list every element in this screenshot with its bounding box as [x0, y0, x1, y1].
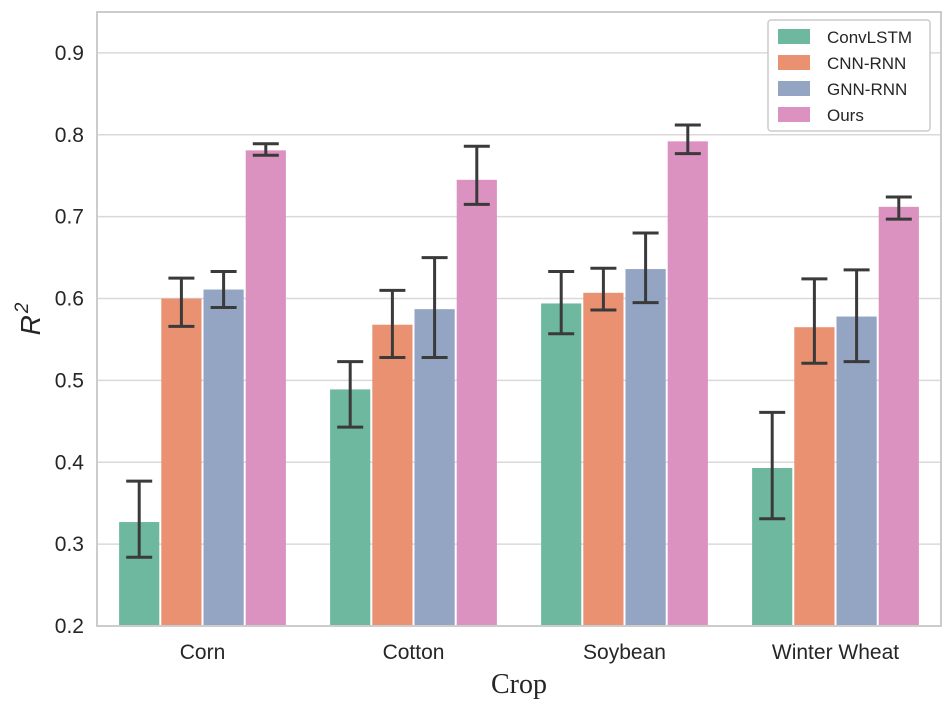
x-axis-label: Crop: [491, 669, 547, 700]
bars: [119, 141, 919, 627]
y-axis-label-superscript: 2: [12, 302, 33, 314]
bar-gnn-rnn-winter-wheat: [836, 316, 877, 626]
bar-ours-soybean: [667, 141, 708, 626]
bar-convlstm-cotton: [330, 389, 371, 626]
y-axis-label-base: R: [15, 315, 46, 335]
y-tick-label: 0.5: [55, 369, 84, 392]
legend-swatch-gnn-rnn: [778, 81, 810, 96]
legend-label-cnn-rnn: CNN-RNN: [827, 54, 906, 73]
y-tick-label: 0.2: [55, 615, 84, 638]
bar-gnn-rnn-soybean: [625, 269, 666, 626]
bar-gnn-rnn-corn: [203, 289, 244, 626]
error-bars: [126, 123, 912, 559]
legend-swatch-ours: [778, 107, 810, 122]
x-tick-label: Winter Wheat: [772, 641, 899, 664]
legend-box: [767, 19, 931, 132]
y-tick-label: 0.9: [55, 42, 84, 65]
legend-label-convlstm: ConvLSTM: [827, 28, 912, 47]
bar-ours-cotton: [456, 179, 497, 626]
legend: ConvLSTM CNN-RNN GNN-RNN Ours: [767, 19, 931, 132]
bar-cnn-rnn-soybean: [583, 292, 624, 626]
bar-ours-corn: [245, 150, 286, 626]
legend-label-gnn-rnn: GNN-RNN: [827, 80, 907, 99]
plot-frame: [96, 11, 942, 627]
bar-cnn-rnn-corn: [161, 298, 202, 626]
y-tick-label: 0.4: [55, 451, 85, 474]
y-tick-label: 0.3: [55, 533, 84, 556]
bar-cnn-rnn-winter-wheat: [794, 327, 835, 626]
x-tick-label: Cotton: [383, 641, 445, 664]
x-tick-label: Soybean: [583, 641, 666, 664]
legend-swatch-convlstm: [778, 29, 810, 44]
x-tick-label: Corn: [180, 641, 226, 664]
bar-ours-winter-wheat: [878, 206, 919, 627]
y-axis-label: R2: [12, 302, 46, 335]
y-tick-label: 0.6: [55, 288, 84, 311]
bar-convlstm-soybean: [541, 303, 582, 626]
x-tick-labels: Corn Cotton Soybean Winter Wheat: [180, 641, 900, 664]
bar-cnn-rnn-cotton: [372, 324, 413, 626]
legend-swatch-cnn-rnn: [778, 55, 810, 70]
y-tick-label: 0.8: [55, 124, 84, 147]
bar-gnn-rnn-cotton: [414, 309, 455, 626]
y-tick-labels: 0.2 0.3 0.4 0.5 0.6 0.7 0.8 0.9: [55, 42, 85, 638]
legend-label-ours: Ours: [827, 106, 864, 125]
y-tick-label: 0.7: [55, 206, 84, 229]
